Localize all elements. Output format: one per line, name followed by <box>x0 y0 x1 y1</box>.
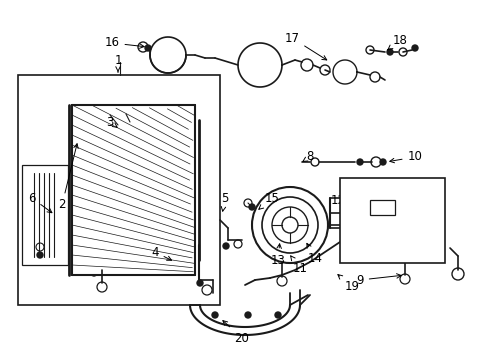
Circle shape <box>274 312 281 318</box>
Circle shape <box>86 142 92 148</box>
Text: 9: 9 <box>356 274 400 287</box>
Circle shape <box>110 115 120 125</box>
Bar <box>18 75 220 305</box>
Circle shape <box>399 274 409 284</box>
Text: 10: 10 <box>389 150 422 163</box>
Circle shape <box>124 114 132 122</box>
Circle shape <box>413 217 425 229</box>
Text: 8: 8 <box>302 150 313 163</box>
Circle shape <box>262 197 317 253</box>
Text: 14: 14 <box>306 243 322 265</box>
Circle shape <box>138 42 148 52</box>
Circle shape <box>202 285 212 295</box>
Text: 1: 1 <box>114 54 122 72</box>
Circle shape <box>379 159 385 165</box>
Circle shape <box>159 138 164 143</box>
Circle shape <box>356 159 362 165</box>
Bar <box>339 178 444 263</box>
Circle shape <box>369 72 379 82</box>
Circle shape <box>365 46 373 54</box>
Circle shape <box>319 65 329 75</box>
Circle shape <box>159 125 164 131</box>
Circle shape <box>310 158 318 166</box>
Circle shape <box>407 211 431 235</box>
Circle shape <box>212 312 218 318</box>
Circle shape <box>398 48 406 56</box>
Text: 12: 12 <box>330 194 347 212</box>
Circle shape <box>172 135 177 140</box>
Circle shape <box>145 45 151 51</box>
Bar <box>369 200 394 215</box>
Text: 5: 5 <box>221 192 228 211</box>
Circle shape <box>244 199 251 207</box>
Text: 13: 13 <box>270 244 285 266</box>
Text: 6: 6 <box>28 192 52 213</box>
Circle shape <box>411 45 417 51</box>
Circle shape <box>97 282 107 292</box>
Text: 3: 3 <box>106 116 117 129</box>
Circle shape <box>271 207 307 243</box>
Text: 20: 20 <box>223 321 249 345</box>
Bar <box>72 105 195 275</box>
Circle shape <box>37 252 43 258</box>
Circle shape <box>147 139 152 144</box>
Circle shape <box>451 268 463 280</box>
Text: 18: 18 <box>387 33 407 50</box>
Circle shape <box>77 139 85 147</box>
Circle shape <box>301 59 312 71</box>
Circle shape <box>223 243 228 249</box>
Text: 17: 17 <box>284 31 326 60</box>
Text: 7: 7 <box>384 231 443 249</box>
Circle shape <box>276 276 286 286</box>
Text: 16: 16 <box>104 36 144 49</box>
Text: 19: 19 <box>337 275 359 293</box>
Circle shape <box>347 193 367 213</box>
Circle shape <box>197 280 203 286</box>
Text: 11: 11 <box>290 256 307 274</box>
Circle shape <box>244 312 250 318</box>
Text: 4: 4 <box>151 246 171 260</box>
Circle shape <box>248 204 254 210</box>
Circle shape <box>149 125 155 131</box>
Circle shape <box>89 131 95 137</box>
Circle shape <box>234 240 242 248</box>
Bar <box>22 165 68 265</box>
Circle shape <box>251 187 327 263</box>
Circle shape <box>74 131 82 139</box>
Circle shape <box>352 198 362 208</box>
Circle shape <box>83 134 89 140</box>
Circle shape <box>386 49 392 55</box>
Circle shape <box>80 128 88 136</box>
Circle shape <box>282 217 297 233</box>
Circle shape <box>91 270 97 276</box>
Text: 2: 2 <box>58 144 78 211</box>
Circle shape <box>36 243 44 251</box>
Circle shape <box>370 157 380 167</box>
Text: 15: 15 <box>258 192 279 209</box>
Circle shape <box>169 127 175 133</box>
